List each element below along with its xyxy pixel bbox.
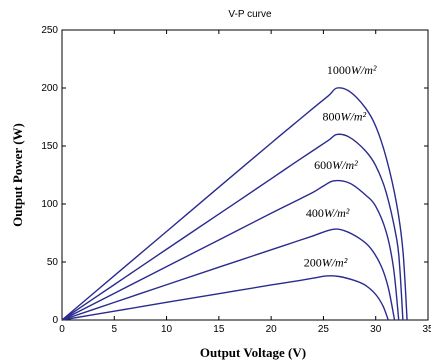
y-tick-label: 200 [41, 83, 58, 94]
series-label-1000: 1000W/m² [327, 63, 377, 77]
series-line-200 [61, 275, 389, 321]
x-tick-label: 15 [213, 324, 225, 335]
series-label-200: 200W/m² [304, 256, 348, 270]
series-label-400: 400W/m² [306, 206, 350, 220]
series-label-800: 800W/m² [323, 109, 367, 123]
y-tick-label: 150 [41, 141, 58, 152]
chart-title: V-P curve [228, 9, 272, 20]
y-tick-label: 250 [41, 25, 58, 36]
plot-area [61, 29, 429, 321]
series-line-800 [61, 133, 404, 321]
y-axis-label: Output Power (W) [10, 123, 25, 227]
series-label-600: 600W/m² [314, 158, 358, 172]
x-tick-label: 30 [370, 324, 382, 335]
x-tick-label: 10 [161, 324, 173, 335]
series-line-400 [61, 228, 396, 321]
series-line-1000 [61, 87, 408, 321]
series-line-600 [61, 179, 400, 321]
y-tick-label: 100 [41, 199, 58, 210]
x-tick-label: 25 [318, 324, 330, 335]
curves [61, 87, 408, 321]
axis-ticks: 0 5 10 15 20 25 30 35 0 50 100 150 200 250 [41, 25, 431, 335]
y-tick-label: 0 [52, 315, 58, 326]
y-tick-label: 50 [47, 257, 59, 268]
x-axis-label: Output Voltage (V) [200, 345, 306, 360]
x-tick-label: 0 [59, 324, 65, 335]
series-labels: 1000W/m² 800W/m² 600W/m² 400W/m² 200W/m² [304, 63, 377, 270]
x-tick-label: 35 [422, 324, 431, 335]
x-tick-label: 5 [112, 324, 118, 335]
x-tick-label: 20 [266, 324, 278, 335]
